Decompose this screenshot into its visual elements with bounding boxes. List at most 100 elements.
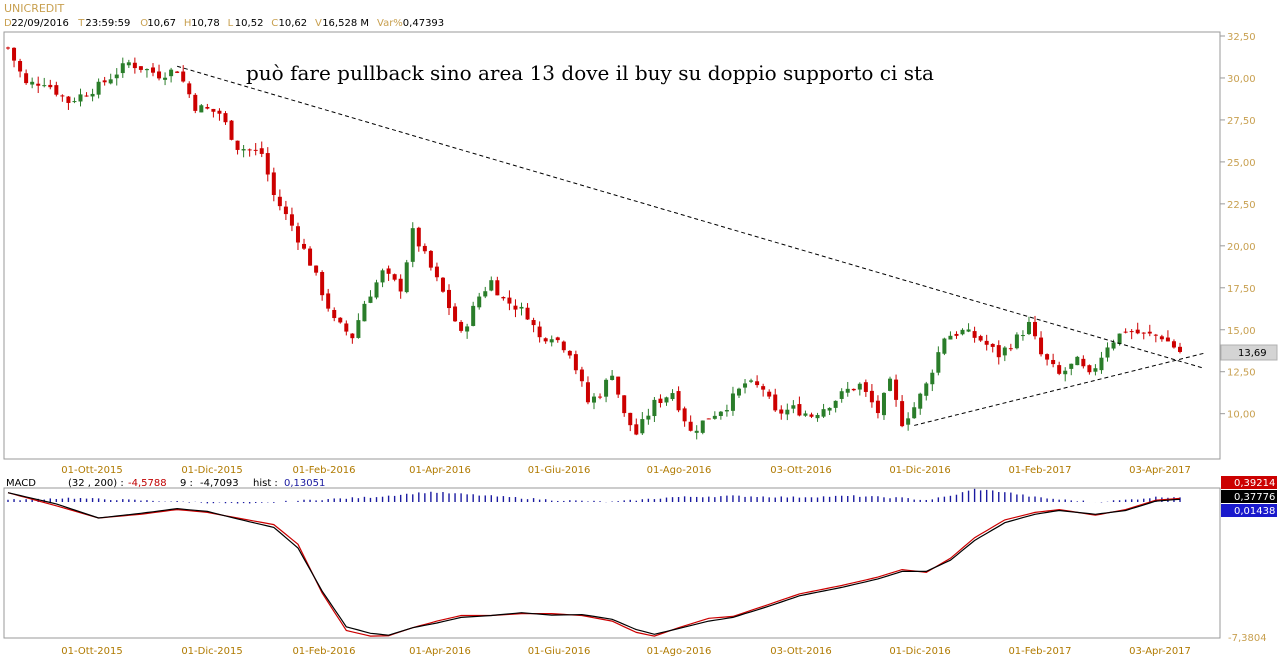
candle-body — [875, 400, 880, 414]
candle-body — [302, 243, 307, 249]
candle-body — [604, 379, 609, 397]
header-key-2: O — [140, 18, 148, 29]
candle-body — [996, 345, 1001, 358]
candle-body — [730, 393, 735, 411]
macd-lines — [7, 492, 1181, 637]
candle-body — [718, 411, 723, 416]
candle-body — [555, 337, 560, 341]
candle-body — [265, 153, 270, 175]
candle-body — [404, 262, 409, 293]
candle-body — [332, 309, 337, 319]
candle-body — [658, 398, 663, 404]
macd-right-values: 0,39214 0,37776 0,01438 -7,3804 — [1221, 476, 1277, 644]
candle-body — [972, 331, 977, 338]
candle-body — [138, 66, 143, 70]
x-tick-label-9: 03-Apr-2017 — [1129, 465, 1191, 476]
symbol-title: UNICREDIT — [4, 2, 65, 15]
header-value-0: 22/09/2016 — [11, 18, 69, 29]
header-value-7: 0,47393 — [403, 18, 444, 29]
candle-body — [247, 149, 252, 151]
candle-body — [314, 265, 319, 273]
x-tick-label-3: 01-Apr-2016 — [409, 465, 471, 476]
candle-body — [362, 303, 367, 322]
candle-body — [525, 307, 530, 320]
signal-value: -4,7093 — [200, 478, 239, 489]
signal-line — [7, 492, 1181, 637]
candle-body — [869, 390, 874, 403]
candle-body — [217, 110, 222, 114]
candle-body — [543, 338, 548, 342]
price-y-axis: 32,50 30,00 27,50 25,00 22,50 20,00 17,50 15,00… — [1220, 32, 1256, 421]
trendline-0 — [177, 65, 1205, 369]
candle-body — [1123, 331, 1128, 333]
macd-right-value-1: 0,39214 — [1234, 478, 1275, 489]
candle-body — [513, 305, 518, 310]
candle-body — [350, 333, 355, 339]
candle-body — [585, 382, 590, 403]
macd-title: MACD — [6, 478, 36, 489]
candle-body — [1129, 331, 1134, 333]
candle-body — [616, 376, 621, 395]
candle-body — [193, 94, 198, 111]
candle-body — [483, 291, 488, 297]
candle-body — [809, 414, 814, 417]
candle-body — [6, 47, 10, 49]
candle-body — [126, 62, 131, 66]
macd-x-tick-label-8: 01-Feb-2017 — [1008, 646, 1071, 657]
candle-body — [453, 306, 458, 322]
candle-body — [1075, 356, 1080, 366]
candle-body — [507, 297, 512, 304]
candle-body — [845, 388, 850, 393]
candle-body — [356, 320, 361, 338]
candle-body — [724, 410, 729, 412]
candle-body — [60, 95, 65, 97]
candle-body — [277, 196, 282, 207]
candle-body — [694, 430, 699, 433]
candle-body — [688, 421, 693, 431]
signal-label: 9 : — [180, 478, 193, 489]
candle-body — [253, 149, 258, 151]
candle-body — [930, 372, 935, 385]
candle-body — [1141, 332, 1146, 334]
candle-body — [338, 317, 343, 323]
y-tick-label-9: 10,00 — [1227, 410, 1256, 421]
header-key-0: D — [4, 18, 12, 29]
candle-body — [392, 274, 397, 280]
candle-body — [936, 352, 941, 373]
candle-body — [610, 375, 615, 380]
candle-body — [181, 71, 186, 82]
macd-legend: MACD (32 , 200) : -4,5788 9 : -4,7093 hi… — [6, 478, 325, 489]
candle-body — [271, 172, 276, 196]
candle-body — [1099, 357, 1104, 371]
candle-body — [1093, 368, 1098, 372]
candle-body — [1081, 358, 1086, 367]
macd-x-tick-label-2: 01-Feb-2016 — [292, 646, 355, 657]
candle-body — [640, 419, 645, 434]
candle-body — [839, 391, 844, 399]
x-tick-label-4: 01-Giu-2016 — [528, 465, 591, 476]
candle-body — [1165, 337, 1170, 342]
header-key-1: T — [77, 18, 85, 29]
candle-body — [803, 413, 808, 416]
candle-body — [18, 61, 23, 72]
candle-body — [743, 383, 748, 388]
candle-body — [755, 381, 760, 386]
candle-body — [567, 350, 572, 356]
ohlc-info-bar: D 22/09/2016 T 23:59:59 O 10,67 H 10,78 L 10,52 C 1… — [4, 18, 444, 29]
candle-body — [664, 397, 669, 403]
candle-body — [1014, 334, 1019, 349]
candle-body — [1135, 329, 1140, 334]
candle-body — [598, 396, 603, 398]
candle-body — [912, 407, 917, 419]
macd-panel-frame — [3, 487, 1221, 639]
candle-body — [815, 414, 820, 419]
candle-body — [881, 392, 886, 416]
candle-body — [791, 405, 796, 409]
candle-body — [821, 409, 826, 417]
candle-body — [1057, 365, 1062, 374]
candle-body — [175, 71, 180, 73]
candle-body — [549, 339, 554, 343]
candle-body — [1039, 337, 1044, 355]
trendline-1 — [914, 352, 1205, 426]
candle-body — [320, 272, 325, 296]
